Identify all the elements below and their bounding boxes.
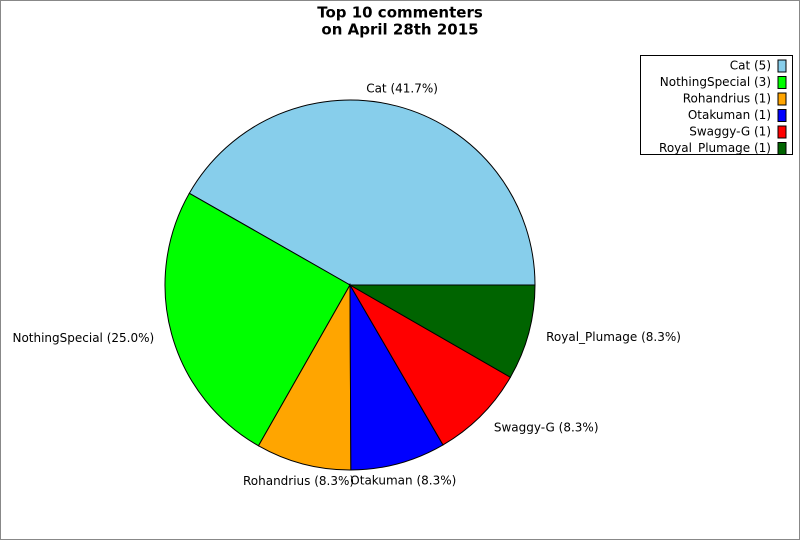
slice-label: Otakuman (8.3%) [350, 473, 456, 487]
legend-label: Royal_Plumage (1) [659, 141, 771, 155]
pie-slice [348, 284, 536, 378]
legend-label: Rohandrius (1) [683, 92, 771, 106]
slice-label: Cat (41.7%) [366, 81, 438, 95]
pie-slice [164, 192, 351, 447]
chart-title: Top 10 commenters [317, 4, 483, 22]
legend-box [640, 55, 793, 155]
legend-swatch [777, 142, 787, 155]
legend-swatch [777, 59, 787, 73]
pie-slice [348, 283, 512, 446]
pie-slice [257, 283, 352, 471]
legend-label: Cat (5) [730, 59, 771, 73]
legend-label: Swaggy-G (1) [689, 125, 771, 139]
legend-swatch [777, 92, 787, 106]
pie-slice [349, 283, 444, 471]
slice-label: NothingSpecial (25.0%) [12, 331, 154, 345]
slice-label: Rohandrius (8.3%) [243, 474, 354, 488]
legend-swatch [777, 76, 787, 89]
slice-label: Royal_Plumage (8.3%) [546, 330, 681, 344]
chart-title: on April 28th 2015 [321, 21, 478, 39]
legend-swatch [777, 125, 787, 139]
legend-label: NothingSpecial (3) [660, 75, 771, 89]
legend-label: Otakuman (1) [688, 108, 771, 122]
legend-swatch [777, 109, 787, 122]
pie-slice [188, 99, 536, 286]
slice-label: Swaggy-G (8.3%) [494, 421, 599, 435]
